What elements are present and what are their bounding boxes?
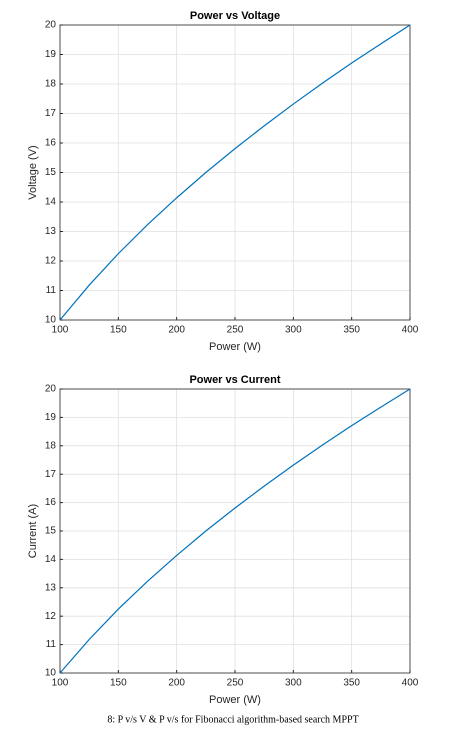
caption: 8: P v/s V & P v/s for Fibonacci algorit… [107, 714, 358, 725]
y-axis-label: Current (A) [27, 504, 39, 558]
x-tick-label: 250 [227, 325, 244, 336]
y-tick-label: 11 [46, 639, 57, 650]
y-tick-label: 15 [45, 167, 57, 178]
y-tick-label: 12 [45, 256, 57, 267]
x-tick-label: 150 [110, 678, 127, 689]
x-axis-label: Power (W) [209, 694, 261, 706]
y-tick-label: 11 [46, 285, 57, 296]
x-tick-label: 300 [285, 325, 302, 336]
x-tick-label: 300 [285, 678, 302, 689]
x-tick-label: 250 [227, 678, 244, 689]
y-tick-label: 13 [45, 582, 57, 593]
x-axis-label: Power (W) [209, 341, 261, 353]
y-tick-label: 10 [45, 315, 57, 326]
y-tick-label: 12 [45, 611, 57, 622]
y-tick-label: 10 [45, 668, 57, 679]
chart-title: Power vs Current [189, 374, 280, 386]
y-tick-label: 20 [45, 384, 57, 395]
x-tick-label: 400 [402, 678, 419, 689]
y-tick-label: 13 [45, 226, 57, 237]
y-tick-label: 18 [45, 79, 57, 90]
x-tick-label: 100 [52, 678, 69, 689]
y-tick-label: 17 [45, 469, 57, 480]
y-tick-label: 14 [45, 554, 57, 565]
x-tick-label: 100 [52, 325, 69, 336]
y-tick-label: 15 [45, 526, 57, 537]
chart-title: Power vs Voltage [190, 10, 280, 22]
line [59, 388, 411, 674]
y-tick-label: 18 [45, 440, 57, 451]
y-tick-label: 16 [45, 497, 57, 508]
y-tick-label: 19 [45, 412, 57, 423]
y-tick-label: 14 [45, 197, 57, 208]
x-tick-label: 350 [343, 678, 360, 689]
line [59, 24, 411, 321]
y-tick-label: 16 [45, 138, 57, 149]
y-axis-label: Voltage (V) [27, 145, 39, 199]
x-tick-label: 150 [110, 325, 127, 336]
y-tick-label: 17 [45, 108, 57, 119]
axes-box [59, 24, 411, 321]
axes-box [59, 388, 411, 674]
y-tick-label: 20 [45, 20, 57, 31]
x-tick-label: 200 [168, 678, 185, 689]
x-tick-label: 400 [402, 325, 419, 336]
x-tick-label: 200 [168, 325, 185, 336]
x-tick-label: 350 [343, 325, 360, 336]
y-tick-label: 19 [45, 49, 57, 60]
